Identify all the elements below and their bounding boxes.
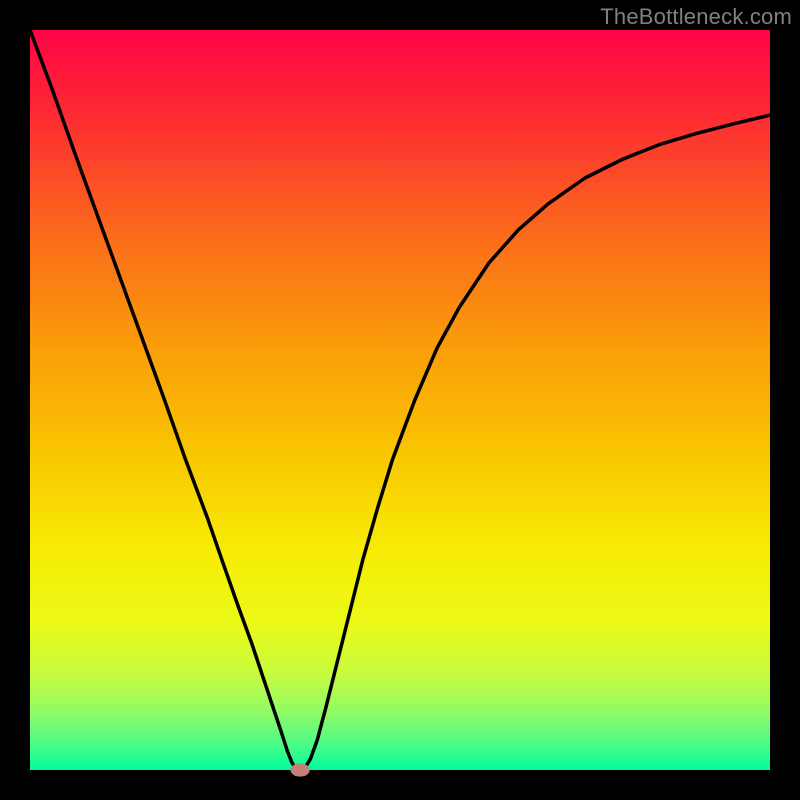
minimum-marker-dot xyxy=(290,763,309,776)
bottleneck-chart xyxy=(0,0,800,800)
plot-background-gradient xyxy=(30,30,770,770)
watermark-text: TheBottleneck.com xyxy=(600,4,792,30)
